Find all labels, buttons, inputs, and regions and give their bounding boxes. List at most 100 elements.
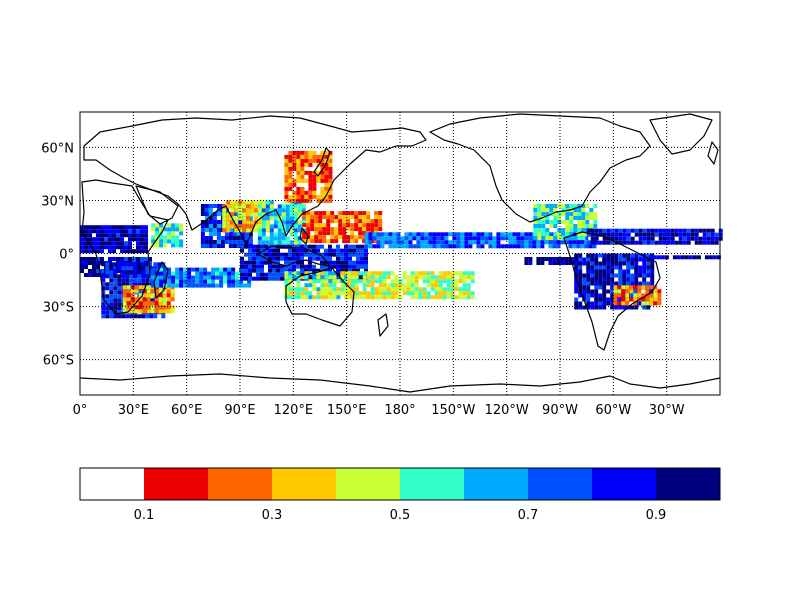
field-cell — [92, 229, 96, 234]
field-cell — [702, 232, 707, 237]
field-cell — [402, 287, 407, 292]
field-cell — [158, 297, 163, 302]
field-cell — [284, 178, 289, 183]
field-cell — [638, 301, 643, 306]
field-cell — [637, 289, 642, 294]
field-cell — [516, 240, 521, 245]
field-cell — [273, 236, 278, 241]
field-cell — [344, 279, 349, 284]
field-cell — [113, 290, 118, 295]
field-cell — [452, 232, 457, 237]
field-cell — [642, 277, 647, 282]
field-cell — [388, 244, 393, 249]
field-cell — [682, 240, 687, 245]
field-cell — [614, 228, 619, 233]
field-cell — [146, 301, 151, 306]
field-cell — [155, 239, 160, 244]
field-cell — [212, 240, 217, 244]
field-cell — [324, 291, 329, 296]
field-cell — [308, 190, 313, 195]
field-cell — [580, 244, 585, 249]
field-cell — [162, 297, 167, 302]
field-cell — [306, 219, 311, 224]
field-cell — [336, 244, 340, 249]
field-cell — [594, 265, 599, 270]
field-cell — [334, 239, 339, 244]
field-cell — [438, 295, 443, 300]
field-cell — [257, 232, 262, 237]
field-cell — [630, 293, 635, 298]
field-cell — [175, 267, 180, 272]
field-cell — [285, 216, 290, 221]
field-cell — [378, 291, 383, 296]
field-cell — [346, 283, 351, 288]
field-cell — [674, 232, 679, 237]
field-cell — [602, 301, 607, 306]
field-cell — [231, 275, 236, 280]
field-cell — [428, 236, 433, 241]
field-cell — [642, 273, 647, 278]
field-cell — [582, 289, 587, 294]
field-cell — [246, 220, 251, 225]
field-cell — [450, 291, 455, 296]
field-cell — [112, 229, 116, 234]
field-cell — [626, 273, 631, 278]
field-cell — [261, 240, 266, 245]
field-cell — [418, 271, 423, 276]
field-cell — [284, 162, 289, 167]
field-cell — [416, 244, 421, 249]
field-cell — [204, 216, 209, 220]
field-cell — [340, 279, 345, 284]
field-cell — [476, 236, 481, 241]
field-cell — [630, 228, 635, 233]
field-cell — [594, 281, 599, 286]
field-cell — [460, 232, 465, 237]
field-cell — [470, 291, 475, 296]
field-cell — [252, 260, 256, 265]
field-cell — [92, 237, 96, 242]
field-cell — [231, 279, 236, 284]
field-cell — [350, 279, 355, 284]
field-cell — [292, 166, 297, 171]
field-cell — [362, 287, 367, 292]
field-cell — [289, 240, 294, 245]
field-cell — [92, 257, 96, 261]
field-cell — [289, 216, 294, 221]
field-cell — [332, 283, 337, 288]
field-cell — [248, 240, 253, 244]
field-cell — [533, 212, 538, 216]
field-cell — [402, 283, 407, 288]
field-cell — [88, 233, 92, 238]
field-cell — [265, 220, 270, 225]
field-cell — [288, 178, 293, 183]
field-cell — [144, 225, 148, 230]
field-cell — [300, 260, 304, 265]
field-cell — [248, 236, 253, 240]
field-cell — [92, 261, 96, 265]
field-cell — [646, 240, 651, 245]
field-cell — [256, 272, 260, 277]
field-cell — [100, 233, 104, 238]
field-cell — [151, 235, 156, 240]
field-cell — [382, 271, 387, 276]
field-cell — [586, 305, 591, 310]
field-cell — [630, 277, 635, 282]
field-cell — [569, 204, 574, 208]
field-cell — [167, 235, 172, 240]
field-cell — [602, 305, 607, 310]
field-cell — [297, 204, 302, 209]
field-cell — [541, 220, 546, 224]
field-cell — [224, 208, 229, 212]
field-cell — [92, 241, 96, 246]
field-cell — [613, 297, 618, 302]
field-cell — [374, 275, 379, 280]
field-cell — [269, 240, 274, 245]
field-cell — [606, 281, 611, 286]
field-cell — [320, 178, 325, 183]
field-cell — [142, 309, 147, 314]
field-cell — [366, 215, 371, 220]
field-cell — [312, 154, 317, 159]
field-cell — [342, 239, 347, 244]
field-cell — [316, 174, 321, 179]
field-cell — [684, 255, 689, 260]
